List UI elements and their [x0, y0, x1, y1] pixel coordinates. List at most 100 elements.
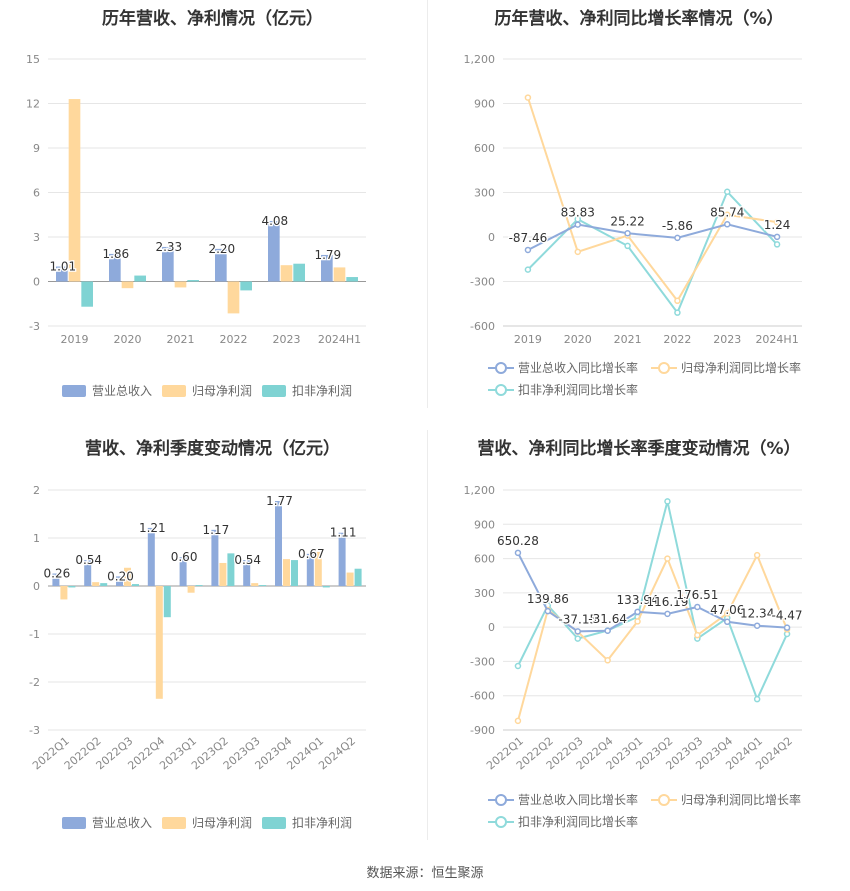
legend-marker [495, 816, 507, 828]
point-营业总收入同比增长率 [753, 622, 761, 629]
y-tick-label: -300 [470, 655, 495, 668]
data-label: 1.17 [203, 523, 230, 537]
legend-swatch [162, 817, 186, 829]
legend-label: 营业总收入同比增长率 [518, 792, 638, 807]
legend-marker [658, 362, 670, 374]
y-tick-label: 0 [33, 580, 40, 593]
legend-swatch [62, 385, 86, 397]
legend-swatch [162, 385, 186, 397]
y-tick-label: 900 [474, 518, 495, 531]
y-tick-label: 900 [474, 98, 495, 111]
point-营业总收入同比增长率 [664, 610, 671, 618]
y-tick-label: 1 [33, 532, 40, 545]
bar-扣非净利润 [187, 280, 199, 282]
point-归母净利润同比增长率 [514, 717, 522, 725]
legend-label: 归母净利润 [192, 384, 252, 398]
point-营业总收入同比增长率 [514, 549, 522, 557]
bar-归母净利润 [227, 281, 240, 314]
point-归母净利润同比增长率 [724, 211, 731, 218]
legend-marker [495, 384, 507, 396]
point-归母净利润同比增长率 [773, 218, 781, 226]
y-tick-label: 0 [488, 621, 495, 634]
bar-归母净利润 [92, 582, 100, 586]
bar-营业总收入 [211, 529, 219, 586]
bar-扣非净利润 [322, 586, 330, 588]
data-label: 176.51 [676, 588, 718, 602]
bar-营业总收入 [52, 573, 60, 586]
bar-归母净利润 [60, 586, 68, 600]
data-label: -87.46 [509, 231, 548, 245]
point-归母净利润同比增长率 [524, 94, 532, 101]
legend-swatch [262, 817, 286, 829]
bar-扣非净利润 [240, 281, 252, 291]
bar-扣非净利润 [293, 263, 305, 282]
y-tick-label: 0 [488, 231, 495, 244]
bar-营业总收入 [56, 266, 68, 282]
point-营业总收入同比增长率 [524, 246, 532, 254]
bar-营业总收入 [215, 248, 227, 282]
x-tick-label: 2020 [564, 333, 592, 346]
legend-marker [658, 794, 670, 806]
bar-归母净利润 [346, 572, 354, 586]
bar-归母净利润 [68, 99, 81, 282]
point-营业总收入同比增长率 [783, 624, 791, 631]
y-tick-label: -600 [470, 320, 495, 333]
y-tick-label: 1,200 [464, 484, 496, 497]
point-扣非净利润同比增长率 [514, 662, 522, 670]
legend-label: 归母净利润同比增长率 [681, 792, 801, 807]
data-label: 0.20 [107, 569, 134, 583]
y-tick-label: 9 [33, 142, 40, 155]
point-营业总收入同比增长率 [634, 608, 641, 616]
point-营业总收入同比增长率 [674, 234, 681, 242]
point-营业总收入同比增长率 [694, 603, 701, 611]
legend-label: 营业总收入 [92, 384, 152, 398]
bar-归母净利润 [219, 562, 227, 586]
y-tick-label: 2 [33, 484, 40, 497]
point-扣非净利润同比增长率 [624, 242, 631, 250]
bar-扣非净利润 [290, 560, 298, 586]
point-营业总收入同比增长率 [574, 628, 581, 635]
point-归母净利润同比增长率 [574, 248, 581, 256]
chart4-title: 营收、净利同比增长率季度变动情况（%） [477, 439, 801, 459]
point-归母净利润同比增长率 [664, 555, 671, 562]
point-扣非净利润同比增长率 [753, 695, 761, 703]
point-扣非净利润同比增长率 [664, 498, 671, 505]
y-tick-label: 300 [474, 587, 495, 600]
data-label: 2.33 [155, 240, 182, 254]
y-tick-label: 6 [33, 187, 40, 200]
x-tick-label: 2021 [167, 333, 195, 346]
point-归母净利润同比增长率 [694, 631, 701, 639]
data-label: -5.86 [662, 219, 693, 233]
point-营业总收入同比增长率 [773, 233, 781, 241]
bar-扣非净利润 [195, 585, 203, 587]
bar-归母净利润 [187, 586, 195, 593]
legend-swatch [262, 385, 286, 397]
data-label: 47.06 [710, 603, 744, 617]
data-label: 1.77 [266, 494, 293, 508]
x-tick-label: 2023 [713, 333, 741, 346]
point-归母净利润同比增长率 [634, 618, 641, 625]
x-tick-label: 2020 [114, 333, 142, 346]
bar-营业总收入 [268, 220, 280, 282]
data-label: 133.94 [617, 593, 659, 607]
x-tick-label: 2019 [514, 333, 542, 346]
legend-label: 扣非净利润同比增长率 [518, 814, 638, 829]
bar-归母净利润 [155, 586, 163, 699]
data-label: 0.54 [75, 553, 102, 567]
data-label: 1.79 [314, 248, 341, 262]
y-tick-label: 12 [26, 98, 40, 111]
bar-扣非净利润 [163, 586, 171, 618]
legend-swatch [62, 817, 86, 829]
chart1-title: 历年营收、净利情况（亿元） [102, 9, 323, 29]
bar-扣非净利润 [100, 583, 108, 586]
y-tick-label: 600 [474, 553, 495, 566]
data-label: 0.54 [234, 553, 261, 567]
legend-marker [495, 362, 507, 374]
bar-扣非净利润 [259, 585, 267, 587]
bar-扣非净利润 [227, 553, 235, 586]
point-扣非净利润同比增长率 [574, 635, 581, 642]
bar-营业总收入 [243, 560, 251, 586]
data-label: 1.11 [330, 526, 357, 540]
series-line-归母净利润同比增长率 [526, 97, 778, 303]
bar-营业总收入 [84, 560, 92, 586]
